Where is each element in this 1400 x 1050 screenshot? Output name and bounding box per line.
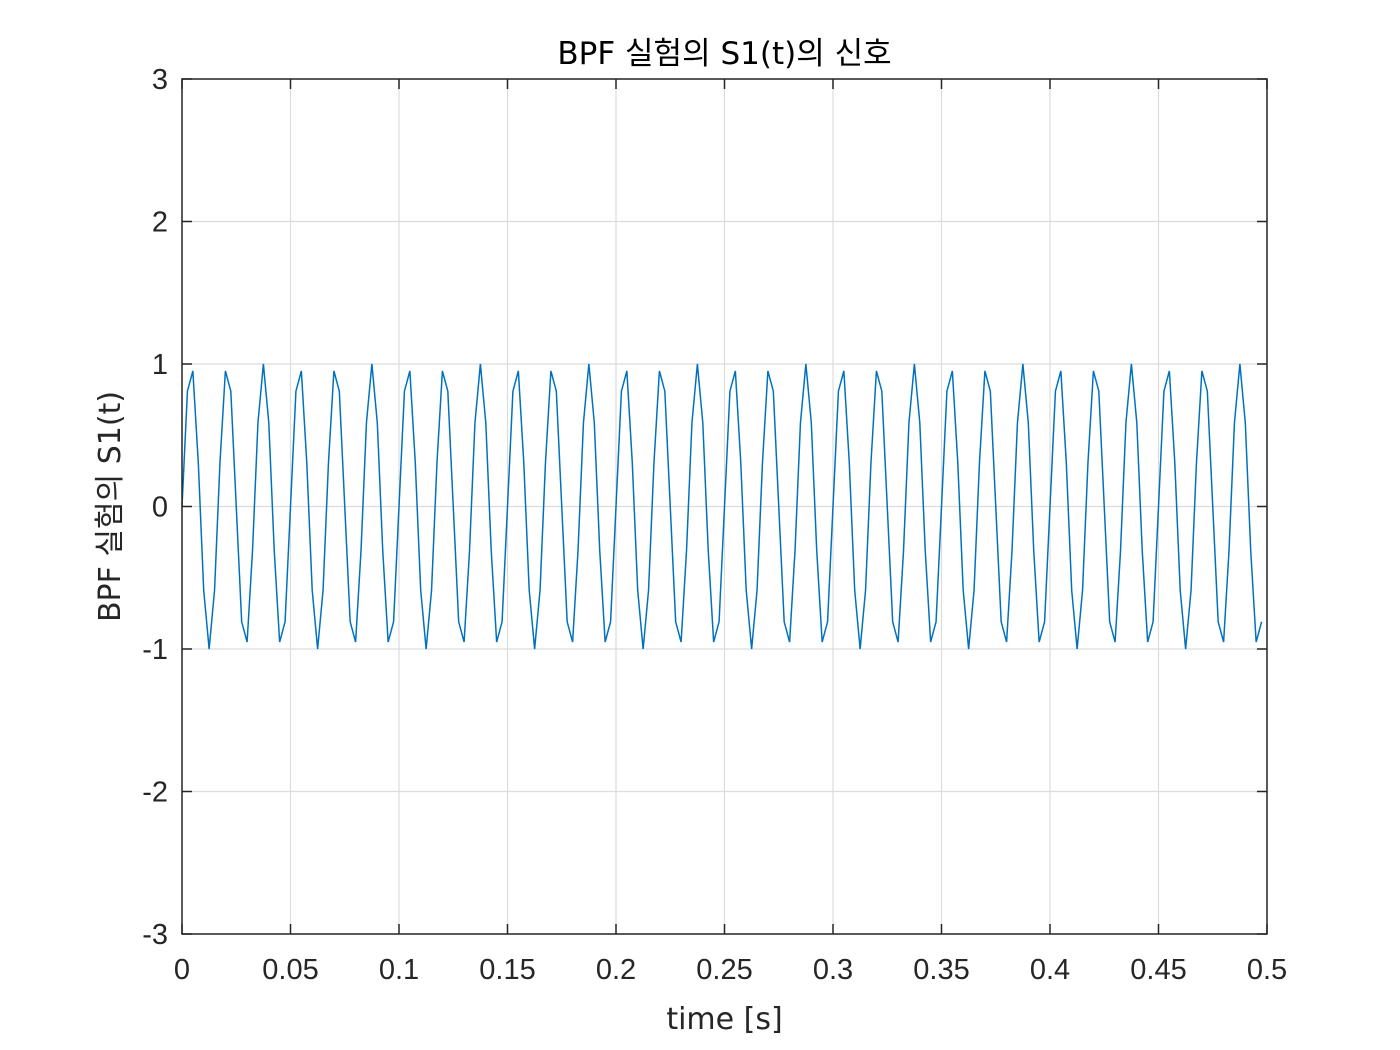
x-tick-label: 0.45 (1130, 954, 1186, 986)
x-tick-label: 0.4 (1030, 954, 1070, 986)
ticks: 0 0.05 0.1 0.15 0.2 0.25 0.3 0.35 0.4 0.45 0.5 -3 -2… (142, 64, 1287, 986)
y-tick-label: 0 (152, 492, 168, 524)
x-tick-label: 0.05 (262, 954, 318, 986)
y-tick-label: 2 (152, 207, 168, 239)
x-tick-label: 0.5 (1247, 954, 1287, 986)
x-tick-label: 0.35 (913, 954, 969, 986)
x-tick-label: 0.1 (379, 954, 419, 986)
x-tick-label: 0.15 (479, 954, 535, 986)
y-tick-label: 3 (152, 64, 168, 96)
series-line (181, 363, 1263, 650)
x-tick-label: 0.3 (813, 954, 853, 986)
x-tick-label: 0.2 (596, 954, 636, 986)
y-tick-label: 1 (152, 349, 168, 381)
y-tick-label: -2 (142, 777, 168, 809)
x-tick-label: 0 (174, 954, 190, 986)
chart-title: BPF 실험의 S1(t)의 신호 (557, 36, 891, 72)
x-axis-title: time [s] (666, 1002, 782, 1037)
y-axis-title: BPF 실험의 S1(t) (93, 391, 128, 622)
y-tick-label: -1 (142, 634, 168, 666)
plot-area (181, 363, 1263, 650)
x-tick-label: 0.25 (696, 954, 752, 986)
y-tick-label: -3 (142, 919, 168, 951)
